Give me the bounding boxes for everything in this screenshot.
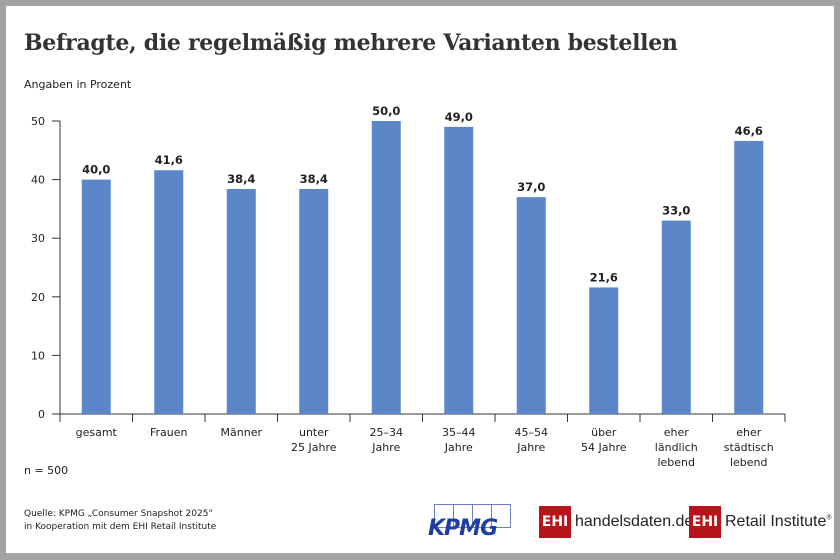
- source-line: Quelle: KPMG „Consumer Snapshot 2025“: [24, 509, 214, 519]
- y-tick-label: 0: [38, 408, 45, 421]
- y-tick-label: 20: [31, 291, 45, 304]
- bar: [734, 140, 764, 414]
- data-label: 38,4: [227, 172, 255, 186]
- y-tick-label: 10: [31, 349, 45, 362]
- handelsdaten-logo: EHI handelsdaten.de: [539, 506, 693, 538]
- bar: [589, 287, 619, 414]
- x-tick-label: lebend: [730, 456, 768, 469]
- x-tick-label: 35–44: [442, 426, 476, 439]
- bar: [299, 188, 329, 414]
- data-label: 38,4: [300, 172, 328, 186]
- x-tick-label: 54 Jahre: [581, 441, 627, 454]
- kpmg-logo: KPMG: [428, 504, 511, 541]
- data-label: 46,6: [735, 124, 763, 138]
- source-line: in Kooperation mit dem EHI Retail Instit…: [24, 522, 217, 532]
- y-tick-label: 50: [31, 115, 45, 128]
- x-tick-label: lebend: [657, 456, 695, 469]
- data-label: 41,6: [155, 153, 183, 167]
- x-tick-label: 25–34: [370, 426, 404, 439]
- ehi-badge: EHI: [689, 506, 721, 538]
- data-label: 37,0: [517, 180, 545, 194]
- bar: [154, 170, 184, 414]
- y-tick-label: 30: [31, 232, 45, 245]
- x-tick-label: 25 Jahre: [291, 441, 337, 454]
- kpmg-wordmark: KPMG: [428, 515, 498, 541]
- x-tick-label: über: [591, 426, 617, 439]
- data-label: 33,0: [662, 204, 690, 218]
- retail-institute-wordmark: Retail Institute®: [725, 513, 832, 531]
- x-tick-label: gesamt: [76, 426, 118, 439]
- bar: [661, 220, 691, 414]
- bar: [226, 188, 256, 414]
- x-tick-label: Jahre: [371, 441, 400, 454]
- data-label: 49,0: [445, 110, 473, 124]
- sample-size-note: n = 500: [24, 464, 69, 477]
- x-tick-label: eher: [664, 426, 690, 439]
- x-tick-label: Männer: [221, 426, 263, 439]
- source-note: Quelle: KPMG „Consumer Snapshot 2025“ in…: [24, 508, 216, 534]
- x-tick-label: Jahre: [444, 441, 473, 454]
- x-tick-label: eher: [736, 426, 762, 439]
- retail-institute-text: Retail Institute: [725, 513, 827, 530]
- x-tick-label: Frauen: [150, 426, 188, 439]
- chart-subtitle: Angaben in Prozent: [24, 78, 132, 91]
- x-tick-label: 45–54: [515, 426, 549, 439]
- data-label: 40,0: [82, 163, 110, 177]
- x-tick-label: unter: [299, 426, 329, 439]
- handelsdaten-wordmark: handelsdaten.de: [575, 513, 694, 530]
- chart-card: [6, 6, 834, 553]
- bar: [516, 197, 546, 414]
- x-tick-label: ländlich: [655, 441, 698, 454]
- data-label: 50,0: [372, 104, 400, 118]
- ehi-retail-institute-logo: EHI Retail Institute®: [689, 506, 832, 538]
- x-tick-label: städtisch: [724, 441, 774, 454]
- registered-mark: ®: [826, 514, 832, 522]
- data-label: 21,6: [590, 270, 618, 284]
- kpmg-boxes-icon: [434, 504, 511, 528]
- x-tick-label: Jahre: [516, 441, 545, 454]
- chart-title: Befragte, die regelmäßig mehrere Variant…: [24, 30, 678, 56]
- bar: [81, 179, 111, 414]
- bar: [371, 121, 401, 414]
- y-tick-label: 40: [31, 174, 45, 187]
- bar: [444, 126, 474, 415]
- ehi-badge: EHI: [539, 506, 571, 538]
